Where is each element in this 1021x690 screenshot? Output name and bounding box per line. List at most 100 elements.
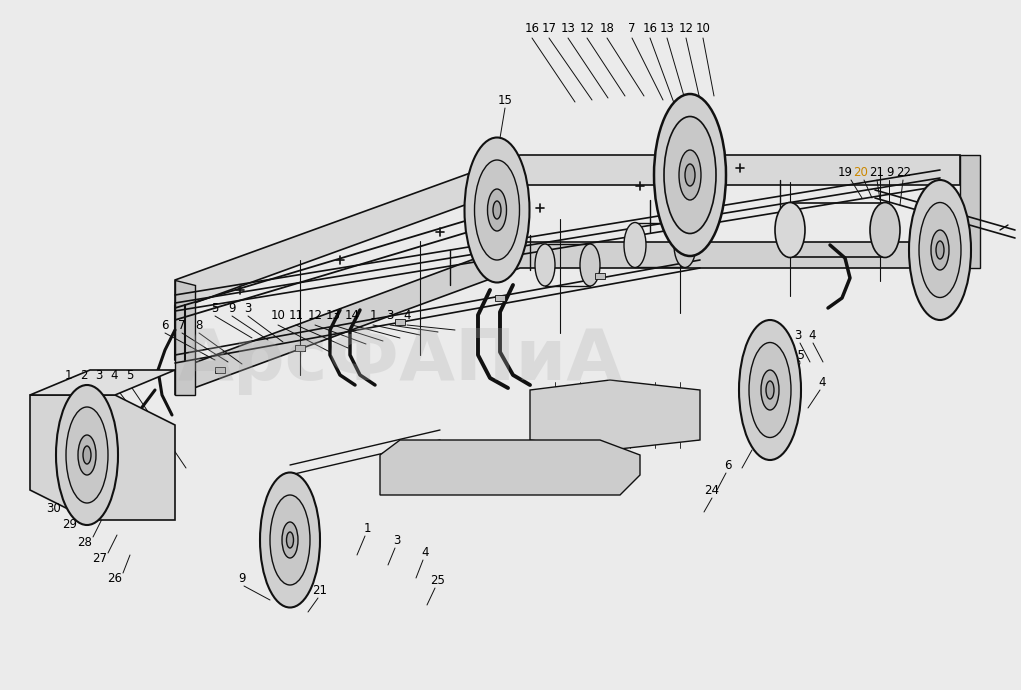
Text: 7: 7: [628, 21, 636, 34]
Text: 26: 26: [107, 571, 123, 584]
Text: 22: 22: [896, 166, 912, 179]
Ellipse shape: [909, 180, 971, 320]
Ellipse shape: [624, 222, 646, 268]
Ellipse shape: [674, 222, 696, 268]
Text: 9: 9: [886, 166, 893, 179]
Ellipse shape: [749, 342, 791, 437]
Ellipse shape: [282, 522, 298, 558]
Text: 28: 28: [78, 535, 93, 549]
Ellipse shape: [78, 435, 96, 475]
Ellipse shape: [287, 532, 293, 548]
Text: 12: 12: [307, 308, 323, 322]
Text: АрсФАПиА: АрсФАПиА: [178, 326, 623, 395]
Text: 12: 12: [679, 21, 693, 34]
Ellipse shape: [465, 137, 530, 282]
Text: 1: 1: [781, 328, 789, 342]
Text: 20: 20: [854, 166, 869, 179]
Text: 5: 5: [211, 302, 218, 315]
Text: 7: 7: [179, 319, 186, 331]
Ellipse shape: [775, 202, 805, 257]
Ellipse shape: [870, 202, 900, 257]
Text: 4: 4: [818, 375, 826, 388]
Ellipse shape: [739, 320, 801, 460]
Text: 9: 9: [229, 302, 236, 315]
Text: 10: 10: [695, 21, 711, 34]
FancyBboxPatch shape: [395, 319, 405, 325]
Text: 30: 30: [47, 502, 61, 515]
Text: 3: 3: [393, 533, 400, 546]
Ellipse shape: [919, 202, 961, 297]
Ellipse shape: [685, 164, 695, 186]
Text: 21: 21: [312, 584, 328, 596]
Text: 3: 3: [95, 368, 103, 382]
Text: 16: 16: [642, 21, 658, 34]
Text: 3: 3: [386, 308, 394, 322]
Text: 4: 4: [403, 308, 410, 322]
Ellipse shape: [83, 446, 91, 464]
Text: 4: 4: [110, 368, 117, 382]
Ellipse shape: [66, 407, 108, 503]
Ellipse shape: [580, 244, 600, 286]
Text: 14: 14: [344, 308, 359, 322]
Polygon shape: [960, 155, 980, 268]
Text: 3: 3: [794, 328, 801, 342]
Text: 23: 23: [761, 328, 775, 342]
Ellipse shape: [761, 370, 779, 410]
Text: 29: 29: [62, 518, 78, 531]
Text: 8: 8: [789, 395, 796, 408]
Text: 9: 9: [238, 571, 246, 584]
Text: 1: 1: [370, 308, 377, 322]
Ellipse shape: [493, 201, 501, 219]
Text: 13: 13: [660, 21, 675, 34]
Text: 4: 4: [809, 328, 816, 342]
Text: 1: 1: [363, 522, 371, 535]
Text: 18: 18: [599, 21, 615, 34]
Ellipse shape: [931, 230, 949, 270]
Ellipse shape: [664, 117, 716, 233]
Polygon shape: [30, 395, 175, 520]
FancyBboxPatch shape: [595, 273, 605, 279]
Polygon shape: [175, 280, 195, 395]
Text: 6: 6: [724, 458, 732, 471]
Polygon shape: [380, 440, 640, 495]
FancyBboxPatch shape: [215, 367, 225, 373]
FancyBboxPatch shape: [495, 295, 505, 301]
Text: 8: 8: [195, 319, 203, 331]
Ellipse shape: [56, 385, 118, 525]
Text: 10: 10: [271, 308, 286, 322]
Text: 4: 4: [422, 546, 429, 558]
Text: 21: 21: [870, 166, 884, 179]
Polygon shape: [175, 242, 960, 395]
Text: 25: 25: [431, 573, 445, 586]
Text: 15: 15: [790, 348, 806, 362]
Text: 12: 12: [580, 21, 594, 34]
Text: 7: 7: [770, 415, 778, 428]
Ellipse shape: [654, 94, 726, 256]
Text: 17: 17: [541, 21, 556, 34]
Ellipse shape: [260, 473, 320, 607]
Text: 13: 13: [561, 21, 576, 34]
Text: 9: 9: [750, 435, 758, 448]
Text: 13: 13: [326, 308, 340, 322]
Text: 2: 2: [81, 368, 88, 382]
Ellipse shape: [487, 189, 506, 231]
Ellipse shape: [766, 381, 774, 399]
Text: 24: 24: [704, 484, 720, 497]
Polygon shape: [530, 380, 700, 450]
Text: 6: 6: [161, 319, 168, 331]
Text: 16: 16: [525, 21, 539, 34]
Ellipse shape: [679, 150, 701, 200]
Text: 11: 11: [289, 308, 303, 322]
Ellipse shape: [270, 495, 310, 585]
Text: 27: 27: [93, 551, 107, 564]
Text: 15: 15: [497, 94, 513, 106]
Text: 3: 3: [244, 302, 252, 315]
Ellipse shape: [535, 244, 555, 286]
Text: 1: 1: [64, 368, 71, 382]
FancyBboxPatch shape: [295, 345, 305, 351]
Text: 19: 19: [837, 166, 853, 179]
Polygon shape: [30, 370, 175, 395]
Polygon shape: [175, 155, 960, 310]
Ellipse shape: [475, 160, 520, 260]
Text: 5: 5: [127, 368, 134, 382]
